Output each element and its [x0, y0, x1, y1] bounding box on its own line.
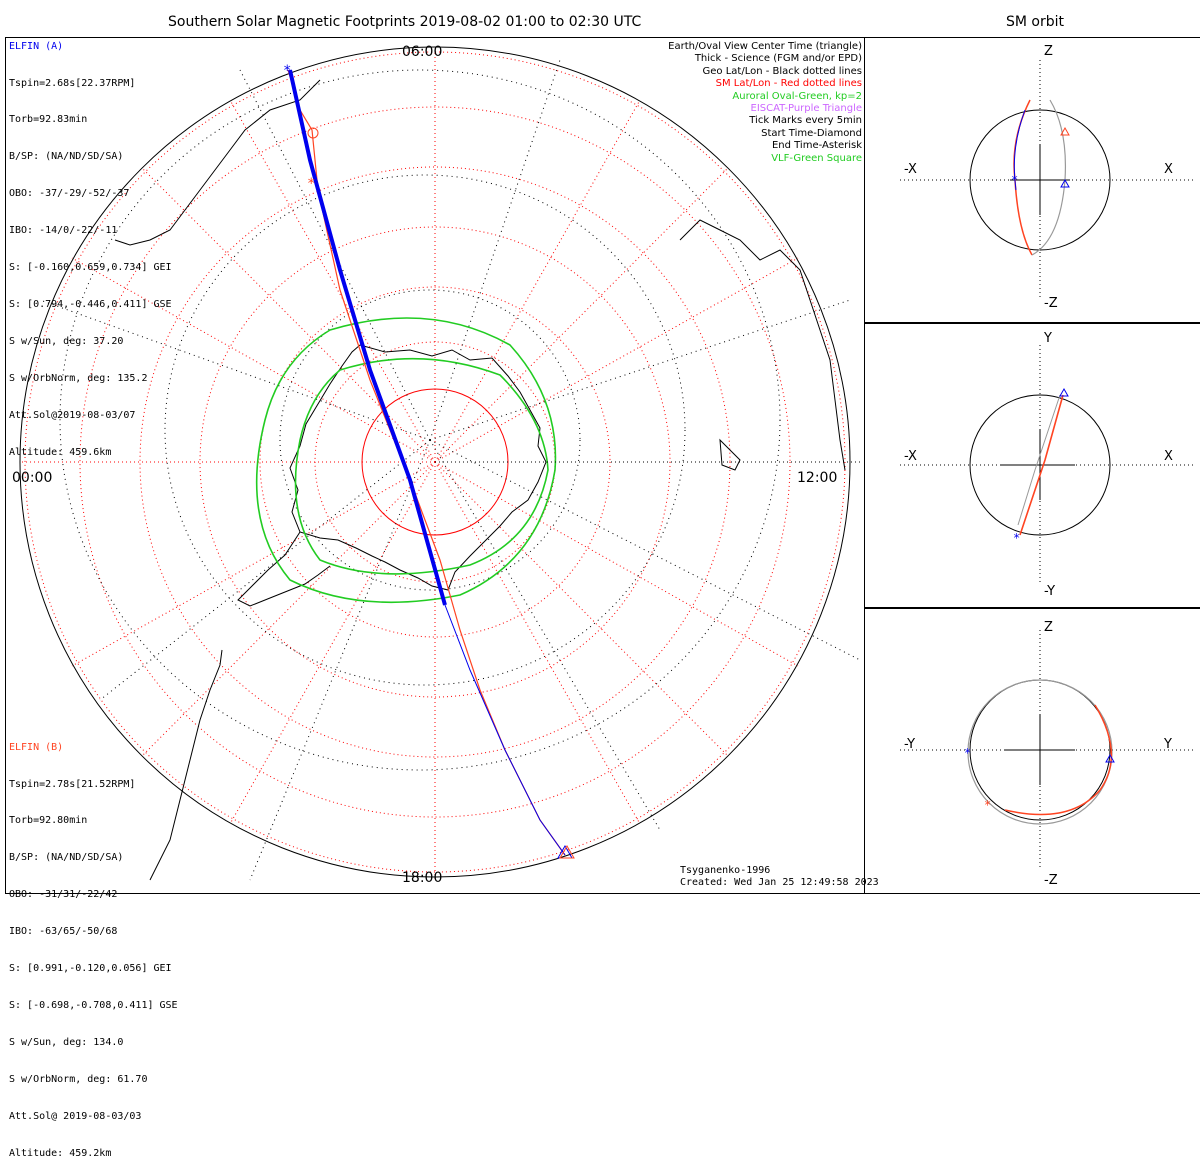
svg-text:*: *	[964, 746, 971, 760]
elfin-b-line: S w/Sun, deg: 134.0	[9, 1036, 124, 1048]
elfin-b-name: ELFIN (B)	[9, 742, 64, 753]
orbit2-right-label: X	[1164, 449, 1173, 464]
orbit-panel-3	[864, 607, 1200, 894]
elfin-b-line: Torb=92.80min	[9, 815, 88, 827]
elfin-a-line: Tspin=2.68s[22.37RPM]	[9, 77, 136, 89]
sm-longitude-grid	[20, 50, 855, 880]
legend-item: VLF-Green Square	[771, 152, 862, 164]
legend-item: Thick - Science (FGM and/or EPD)	[694, 53, 862, 65]
antarctic-peninsula	[237, 531, 331, 607]
orbit-panel-1	[864, 37, 1200, 324]
legend-item: End Time-Asterisk	[771, 140, 862, 152]
created-credit: Created: Wed Jan 25 12:49:58 2023	[680, 877, 879, 888]
elfin-a-line: OBO: -37/-29/-52/-37	[9, 188, 130, 200]
orbit3-top-label: Z	[1044, 620, 1053, 635]
orbit3-bottom-label: -Z	[1044, 873, 1058, 888]
elfin-a-line: S: [-0.160,0.659,0.734] GEI	[9, 262, 172, 274]
elfin-a-line: IBO: -14/0/-22/-11	[9, 225, 118, 237]
orbit1-left-label: -X	[904, 162, 917, 177]
elfin-a-line: S w/Sun, deg: 37.20	[9, 335, 124, 347]
clock-label-left: 00:00	[12, 470, 53, 486]
elfin-b-line: Tspin=2.78s[21.52RPM]	[9, 778, 136, 790]
elfin-a-line: Altitude: 459.6km	[9, 446, 112, 458]
orbit-panel-2-graphics: *	[900, 345, 1195, 585]
east-coast-island	[719, 438, 741, 471]
australia-coastline	[679, 219, 846, 471]
elfin-a-info: Tspin=2.68s[22.37RPM] Torb=92.83min B/SP…	[9, 53, 172, 471]
legend: Earth/Oval View Center Time (triangle) T…	[602, 41, 862, 165]
orbit-title: SM orbit	[1006, 14, 1065, 30]
legend-item: Start Time-Diamond	[761, 127, 862, 139]
orbit3-left-label: -Y	[904, 737, 916, 752]
elfin-a-line: Att.Sol@2019-08-03/07	[9, 409, 136, 421]
legend-item: Tick Marks every 5min	[749, 115, 862, 127]
elfin-a-line: B/SP: (NA/ND/SD/SA)	[9, 151, 124, 163]
elfin-b-line: B/SP: (NA/ND/SD/SA)	[9, 852, 124, 864]
svg-text:*: *	[984, 798, 991, 812]
elfin-b-line: S: [0.991,-0.120,0.056] GEI	[9, 963, 172, 975]
elfin-a-trace	[288, 69, 447, 606]
geo-grid	[39, 59, 861, 881]
elfin-b-line: S w/OrbNorm, deg: 61.70	[9, 1073, 148, 1085]
clock-label-right: 12:00	[797, 470, 838, 486]
orbit1-right-label: X	[1164, 162, 1173, 177]
elfin-b-line: S: [-0.698,-0.708,0.411] GSE	[9, 999, 178, 1011]
end-triangle-b	[559, 845, 575, 859]
elfin-a-trace-thin	[444, 604, 566, 856]
svg-text:*: *	[1011, 173, 1018, 187]
page-title: Southern Solar Magnetic Footprints 2019-…	[168, 14, 642, 30]
elfin-b-line: Att.Sol@ 2019-08-03/03	[9, 1110, 142, 1122]
elfin-a-line: S: [0.794,-0.446,0.411] GSE	[9, 298, 172, 310]
model-credit: Tsyganenko-1996	[680, 865, 771, 876]
elfin-a-line: Torb=92.83min	[9, 114, 88, 126]
diamond-b	[307, 127, 319, 139]
elfin-b-line: OBO: -31/31/-22/42	[9, 889, 118, 901]
start-asterisk-a: *	[283, 63, 291, 79]
earth-limb	[19, 46, 851, 878]
legend-item: Auroral Oval-Green, kp=2	[732, 90, 862, 102]
svg-text:*: *	[1013, 531, 1020, 545]
orbit2-top-label: Y	[1044, 331, 1052, 346]
africa-coastline	[114, 79, 321, 246]
orbit3-right-label: Y	[1164, 737, 1172, 752]
legend-item: SM Lat/Lon - Red dotted lines	[715, 78, 862, 90]
elfin-b-info: Tspin=2.78s[21.52RPM] Torb=92.80min B/SP…	[9, 754, 178, 1172]
legend-item: Geo Lat/Lon - Black dotted lines	[702, 65, 862, 77]
legend-item: Earth/Oval View Center Time (triangle)	[668, 41, 862, 52]
antarctica-coastline	[289, 344, 547, 591]
orbit2-bottom-label: -Y	[1044, 584, 1056, 599]
orbit2-left-label: -X	[904, 449, 917, 464]
plot-graphics: * * * * *	[19, 46, 1195, 881]
orbit-panel-1-graphics: *	[900, 60, 1195, 300]
elfin-a-name: ELFIN (A)	[9, 41, 64, 52]
clock-label-top: 06:00	[402, 44, 443, 60]
elfin-b-line: Altitude: 459.2km	[9, 1147, 112, 1159]
asterisk-b: *	[307, 176, 315, 192]
orbit1-bottom-label: -Z	[1044, 296, 1058, 311]
elfin-a-line: S w/OrbNorm, deg: 135.2	[9, 372, 148, 384]
auroral-oval	[255, 317, 557, 604]
orbit-panel-3-graphics: * *	[900, 630, 1195, 870]
elfin-b-line: IBO: -63/65/-50/68	[9, 926, 118, 938]
clock-label-bottom: 18:00	[402, 870, 443, 886]
south-america-coastline	[149, 649, 223, 881]
orbit1-top-label: Z	[1044, 44, 1053, 59]
orbit-panel-2	[864, 322, 1200, 609]
legend-item: EISCAT-Purple Triangle	[750, 103, 863, 115]
